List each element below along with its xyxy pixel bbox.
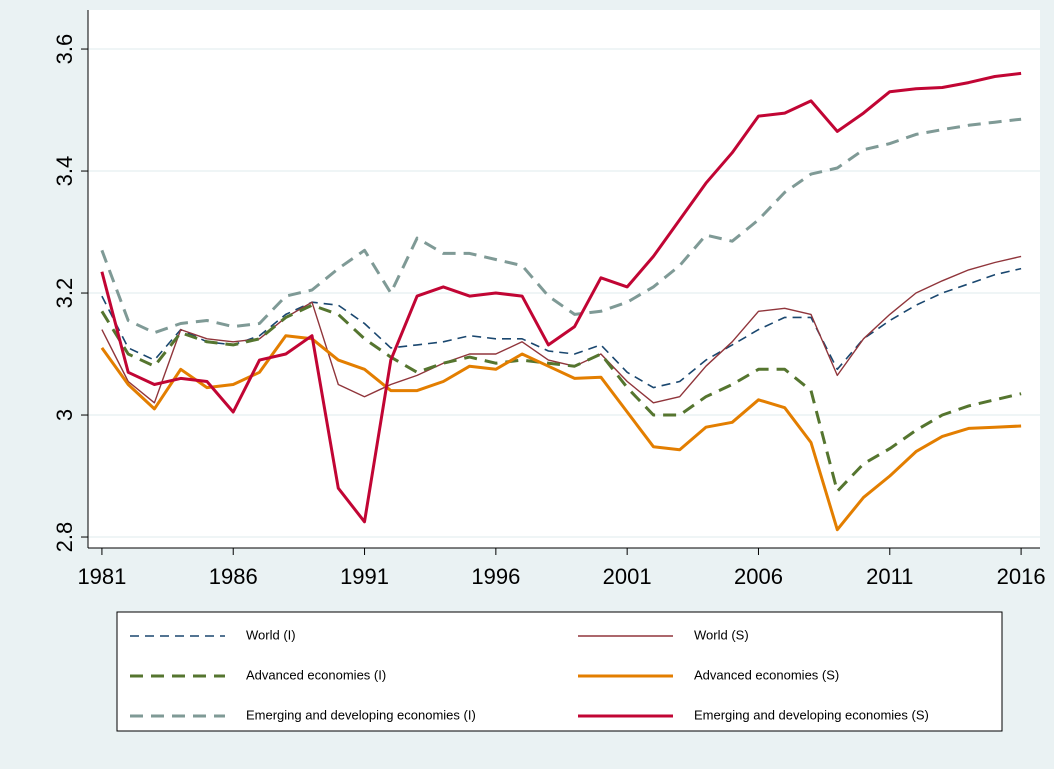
legend-label: Emerging and developing economies (S) <box>694 707 929 722</box>
legend-label: Advanced economies (I) <box>246 667 386 682</box>
x-tick-label: 1996 <box>471 564 520 589</box>
y-tick-label: 3.2 <box>52 278 77 309</box>
y-tick-label: 3.4 <box>52 156 77 187</box>
x-tick-label: 2011 <box>866 564 913 589</box>
legend-label: Advanced economies (S) <box>694 667 839 682</box>
x-tick-label: 2001 <box>603 564 652 589</box>
series-line <box>101 267 1022 389</box>
legend-label: World (I) <box>246 627 296 642</box>
series-line <box>100 71 1022 524</box>
series-line <box>100 303 1022 493</box>
series-line <box>100 334 1022 532</box>
y-tick-label: 3.6 <box>52 34 77 65</box>
legend-label: World (S) <box>694 627 749 642</box>
legend <box>116 611 1003 732</box>
legend-label: Emerging and developing economies (I) <box>246 707 476 722</box>
x-tick-label: 1981 <box>77 564 126 589</box>
x-tick-label: 2016 <box>997 564 1046 589</box>
x-tick-label: 2006 <box>734 564 783 589</box>
x-tick-label: 1991 <box>340 564 389 589</box>
y-tick-label: 2.8 <box>52 522 77 553</box>
x-tick-label: 1986 <box>209 564 258 589</box>
y-tick-label: 3 <box>52 409 77 421</box>
series-line <box>100 117 1022 335</box>
